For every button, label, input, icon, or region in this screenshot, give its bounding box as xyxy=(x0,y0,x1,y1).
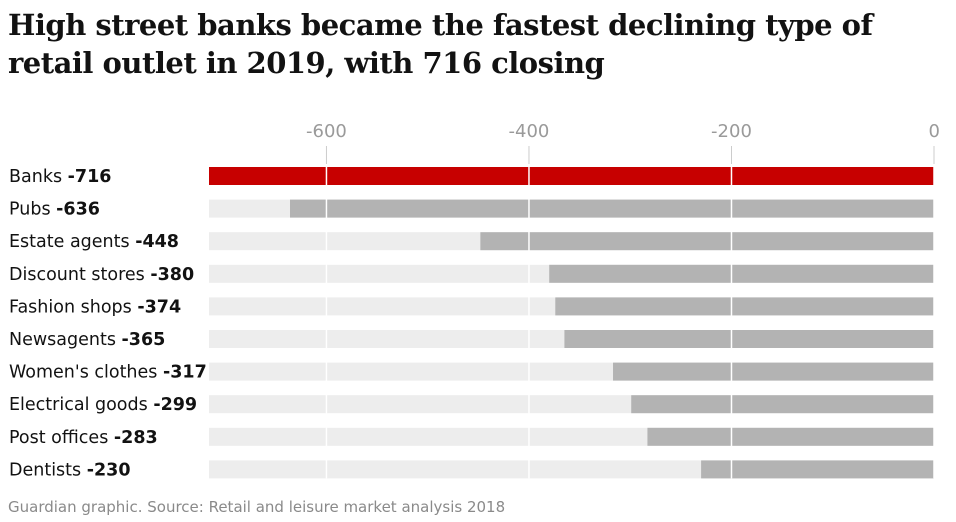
category-value: -365 xyxy=(122,330,166,350)
x-tick-label: -600 xyxy=(306,121,347,142)
bar-pubs xyxy=(290,199,934,218)
x-axis-ticks: -600 -400 -200 0 xyxy=(306,121,940,164)
category-labels: Banks -716 Pubs -636 Estate agents -448 Dis… xyxy=(9,167,207,480)
category-label: Electrical goods -299 xyxy=(9,395,197,415)
bar-discount-stores xyxy=(549,264,934,283)
chart-title: High street banks became the fastest dec… xyxy=(8,8,873,80)
category-value: -448 xyxy=(135,232,179,252)
category-value: -317 xyxy=(163,363,207,383)
bar-electrical-goods xyxy=(631,395,934,414)
category-value: -374 xyxy=(137,297,181,317)
category-value: -230 xyxy=(87,460,131,480)
x-tick-label: 0 xyxy=(929,121,940,142)
category-name: Banks xyxy=(9,167,68,187)
category-name: Dentists xyxy=(9,460,87,480)
x-tick-label: -400 xyxy=(509,121,550,142)
bar-estate-agents xyxy=(480,232,934,251)
category-name: Post offices xyxy=(9,428,114,448)
category-value: -716 xyxy=(68,167,112,187)
category-name: Newsagents xyxy=(9,330,122,350)
category-label: Banks -716 xyxy=(9,167,111,187)
source-note: Guardian graphic. Source: Retail and lei… xyxy=(8,498,506,516)
category-label: Estate agents -448 xyxy=(9,232,179,252)
category-value: -636 xyxy=(56,200,100,220)
category-value: -380 xyxy=(150,265,194,285)
category-label: Discount stores -380 xyxy=(9,265,194,285)
category-value: -299 xyxy=(153,395,197,415)
bars xyxy=(209,167,934,479)
category-label: Fashion shops -374 xyxy=(9,297,181,317)
category-label: Newsagents -365 xyxy=(9,330,165,350)
bar-dentists xyxy=(701,460,934,479)
category-value: -283 xyxy=(114,428,158,448)
category-name: Fashion shops xyxy=(9,297,137,317)
bar-fashion-shops xyxy=(555,297,934,316)
category-label: Women's clothes -317 xyxy=(9,363,207,383)
bar-newsagents xyxy=(564,330,934,348)
category-label: Pubs -636 xyxy=(9,200,100,220)
category-name: Women's clothes xyxy=(9,363,163,383)
category-label: Dentists -230 xyxy=(9,460,131,480)
bar-banks xyxy=(209,167,934,185)
bar-women-s-clothes xyxy=(613,362,934,381)
category-label: Post offices -283 xyxy=(9,428,158,448)
category-name: Pubs xyxy=(9,200,56,220)
bar-post-offices xyxy=(647,427,934,446)
category-name: Discount stores xyxy=(9,265,150,285)
gridlines xyxy=(325,146,935,479)
category-name: Estate agents xyxy=(9,232,135,252)
x-tick-label: -200 xyxy=(711,121,752,142)
category-name: Electrical goods xyxy=(9,395,153,415)
